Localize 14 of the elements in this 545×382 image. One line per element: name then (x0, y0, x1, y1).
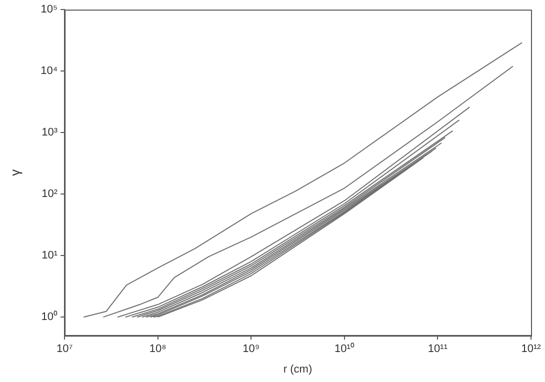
y-tick-label: 10⁰ (41, 310, 58, 324)
x-tick-label: 10¹⁰ (334, 342, 354, 356)
x-tick-label: 10¹¹ (428, 343, 448, 356)
x-tick-label: 10¹² (521, 343, 542, 356)
y-axis-title: γ (7, 168, 22, 176)
y-tick-label: 10⁴ (40, 65, 58, 78)
x-tick-label: 10⁸ (149, 343, 166, 356)
x-tick-label: 10⁹ (242, 343, 260, 356)
y-tick-label: 10³ (42, 126, 58, 139)
x-tick-label: 10⁷ (56, 343, 73, 356)
y-tick-label: 10² (42, 188, 58, 200)
x-axis-title: r (cm) (283, 363, 312, 376)
y-tick-label: 10⁵ (40, 4, 58, 16)
y-tick-label: 10¹ (42, 250, 58, 262)
